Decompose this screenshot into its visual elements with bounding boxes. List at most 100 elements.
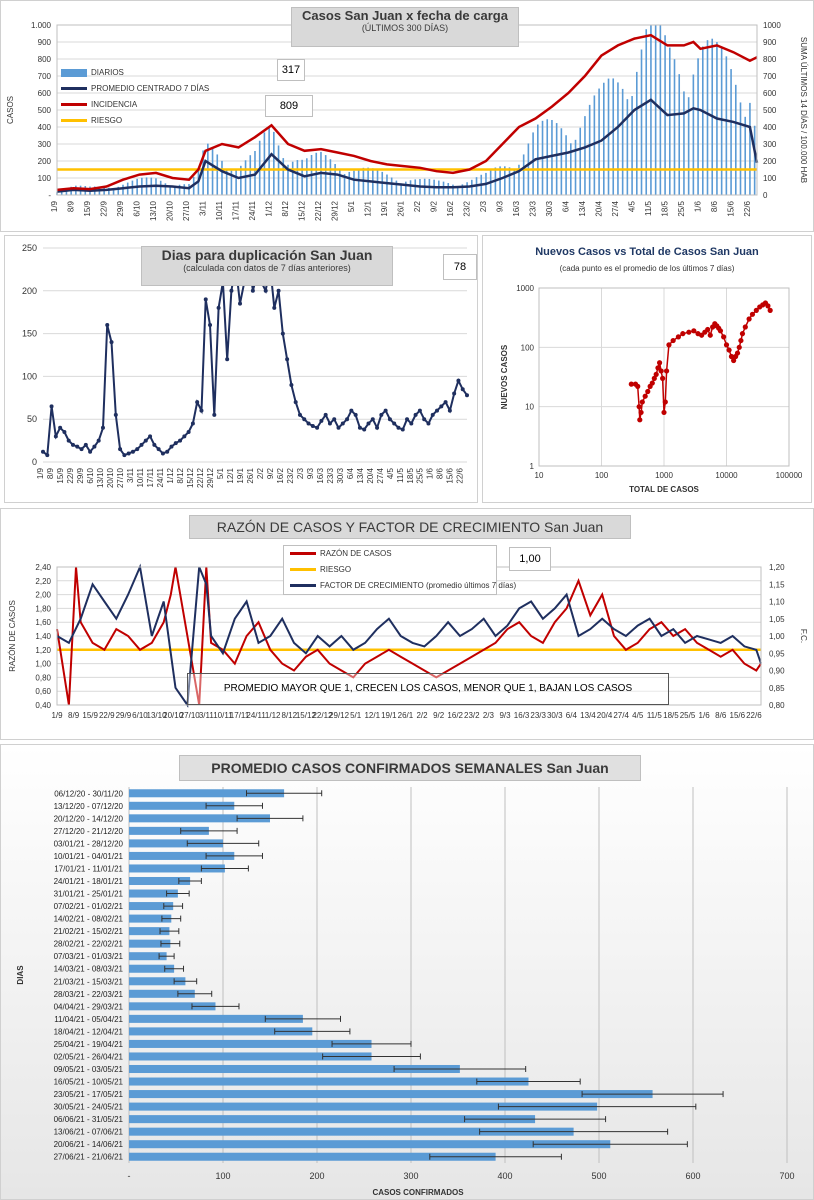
daily-bar	[518, 164, 520, 195]
doubling-point	[79, 447, 84, 452]
weekly-bar	[129, 902, 174, 911]
category-label: 20/12/20 - 14/12/20	[54, 814, 124, 823]
x-tick-label: 29/12	[206, 467, 215, 488]
cases-chart-panel: - 0 100 100 200 200 300 300 400 400 500 500 600 600 70…	[0, 0, 814, 232]
scatter-point	[661, 409, 667, 416]
daily-bar	[273, 131, 275, 195]
y-tick-label: 600	[38, 89, 52, 98]
x-tick-label: 16/2	[447, 711, 463, 720]
doubling-point	[447, 408, 452, 413]
x-tick-label: 17/11	[231, 200, 240, 220]
daily-bar	[334, 164, 336, 195]
x-tick-label: 10	[535, 471, 544, 480]
doubling-point	[135, 447, 140, 452]
x-tick-label: 9/3	[495, 200, 504, 212]
doubling-point	[109, 340, 114, 345]
doubling-point	[173, 441, 178, 446]
doubling-point	[45, 453, 50, 458]
scatter-point	[765, 303, 771, 309]
y-tick-label: 200	[22, 286, 37, 296]
x-tick-label: 1/9	[36, 467, 45, 479]
scatter-point	[666, 342, 672, 348]
daily-bar	[635, 71, 638, 195]
weekly-bar	[129, 977, 186, 986]
x-tick-label: 200	[309, 1171, 324, 1181]
x-tick-label: 15/6	[730, 711, 746, 720]
x-tick-label: 6/10	[132, 200, 141, 216]
x-tick-label: 23/2	[286, 467, 295, 483]
daily-bar	[739, 102, 742, 195]
x-tick-label: 15/12	[186, 467, 195, 488]
x-tick-label: 1/6	[426, 467, 435, 479]
doubling-point	[75, 444, 80, 449]
x-tick-label: 18/5	[406, 467, 415, 483]
x-tick-label: 6/10	[132, 711, 148, 720]
doubling-point	[195, 400, 200, 405]
x-tick-label: 23/3	[528, 200, 537, 216]
doubling-point	[379, 412, 384, 417]
doubling-point	[392, 421, 397, 426]
y2-tick-label: 1,05	[769, 615, 785, 624]
category-label: 06/06/21 - 31/05/21	[54, 1115, 124, 1124]
doubling-chart-panel: 0 50 100 150 200 250 1/9 8/9 15/9 22/9 29/9 6/10 13/…	[4, 235, 478, 503]
x-tick-label: 10/11	[215, 200, 224, 220]
category-label: 25/04/21 - 19/04/21	[54, 1040, 124, 1049]
daily-bar	[122, 184, 124, 195]
x-tick-label: 30/3	[336, 467, 345, 483]
x-tick-label: 27/4	[611, 200, 620, 216]
category-label: 27/12/20 - 21/12/20	[54, 827, 124, 836]
doubling-point	[139, 442, 144, 447]
x-tick-label: 9/3	[499, 711, 511, 720]
y2-tick-label: 1,00	[769, 632, 785, 641]
y2-tick-label: 1,15	[769, 580, 785, 589]
daily-bar	[701, 46, 704, 195]
scatter-panel: 10 100 1000 10000 100000 1 10 100 1000 TOTAL DE C…	[482, 235, 812, 503]
daily-bar	[164, 183, 167, 195]
x-tick-label: 8/12	[176, 467, 185, 483]
x-tick-label: 12/1	[363, 200, 372, 216]
x-tick-label: 3/11	[198, 200, 207, 216]
category-label: 07/03/21 - 01/03/21	[54, 952, 124, 961]
doubling-point	[422, 417, 427, 422]
y-tick-label: 0,80	[35, 673, 51, 682]
category-label: 27/06/21 - 21/06/21	[54, 1153, 124, 1162]
daily-bar	[730, 69, 732, 195]
scatter-point	[767, 307, 773, 313]
y2-axis-label: F.C.	[799, 629, 808, 643]
scatter-point	[726, 347, 732, 353]
doubling-line	[42, 256, 468, 458]
daily-bar	[654, 25, 657, 195]
y2-tick-label: 600	[763, 89, 777, 98]
daily-bar	[117, 186, 120, 195]
x-tick-label: 20/4	[597, 711, 613, 720]
scatter-point	[645, 388, 651, 395]
x-tick-label: 13/4	[578, 200, 587, 216]
doubling-point	[435, 408, 440, 413]
doubling-point	[452, 391, 457, 396]
doubling-point	[190, 421, 195, 426]
scatter-point	[662, 399, 668, 405]
doubling-point	[306, 421, 311, 426]
scatter-point	[670, 337, 676, 344]
x-tick-label: 13/10	[149, 200, 158, 221]
doubling-point	[345, 417, 350, 422]
doubling-point	[186, 430, 191, 435]
x-tick-label: 6/10	[86, 467, 95, 483]
x-tick-label: 700	[779, 1171, 794, 1181]
y2-tick-label: 0,80	[769, 701, 785, 710]
doubling-point	[465, 393, 469, 398]
category-label: 03/01/21 - 28/12/20	[54, 839, 124, 848]
daily-bar	[456, 186, 459, 195]
daily-bar	[112, 188, 115, 195]
scatter-point	[707, 332, 713, 338]
y-axis-label: CASOS	[6, 96, 15, 124]
x-tick-label: 9/2	[266, 467, 275, 479]
doubling-point	[302, 417, 307, 422]
x-tick-label: 4/5	[386, 467, 395, 479]
x-tick-label: 8/6	[715, 711, 727, 720]
category-label: 31/01/21 - 25/01/21	[54, 890, 124, 899]
x-tick-label: 2/2	[413, 200, 422, 212]
doubling-point	[41, 449, 45, 454]
scatter-point	[636, 404, 642, 410]
daily-bar	[471, 179, 473, 195]
